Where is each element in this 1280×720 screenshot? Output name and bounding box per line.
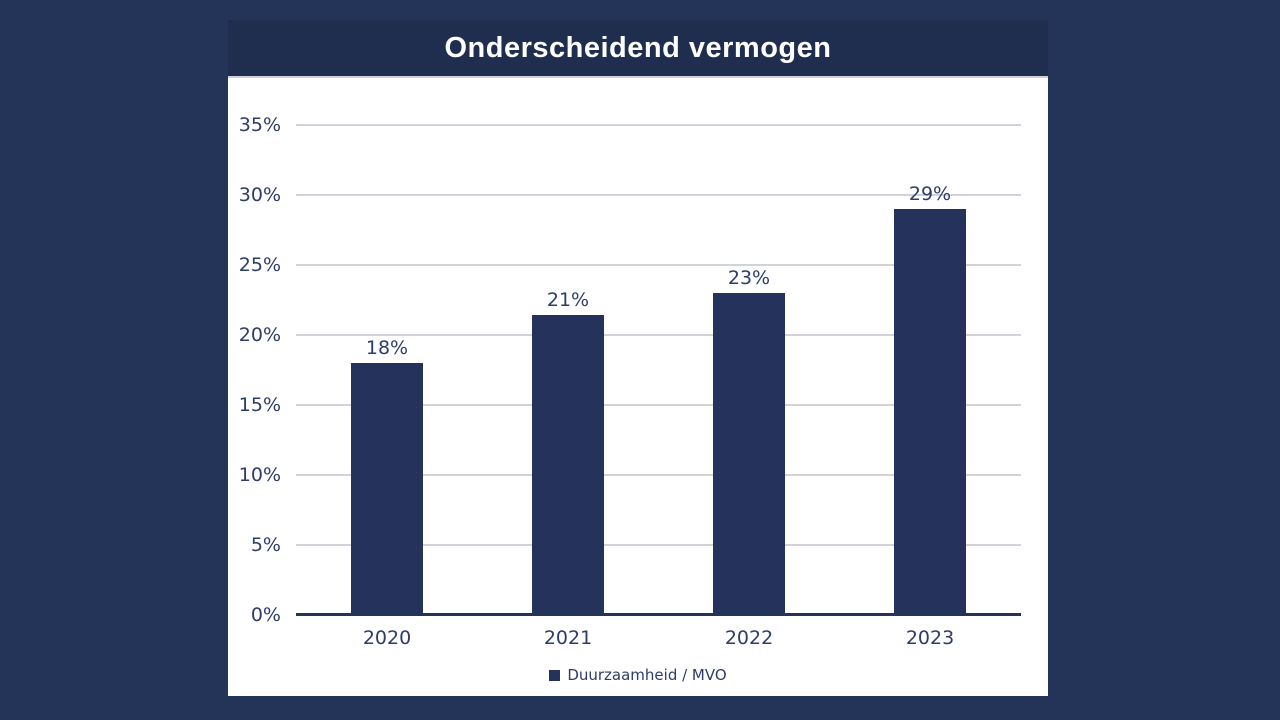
gridline — [296, 124, 1021, 126]
gridline — [296, 474, 1021, 476]
bar-2021 — [532, 315, 604, 615]
x-axis-tick-label: 2022 — [724, 627, 774, 649]
y-axis-tick-label: 20% — [238, 324, 281, 346]
y-axis-tick-label: 10% — [238, 464, 281, 486]
x-axis-line — [296, 613, 1021, 616]
y-axis-tick-label: 5% — [250, 534, 281, 556]
bar-2020 — [351, 363, 423, 615]
y-axis-tick-label: 25% — [238, 254, 281, 276]
y-axis-tick-label: 30% — [238, 184, 281, 206]
chart-title-band: Onderscheidend vermogen — [228, 20, 1048, 78]
chart-card: Onderscheidend vermogen Duurzaamheid / M… — [228, 20, 1048, 698]
chart-title: Onderscheidend vermogen — [444, 31, 832, 64]
bar-value-label: 18% — [365, 337, 409, 359]
bar-2023 — [894, 209, 966, 615]
gridline — [296, 404, 1021, 406]
gridline — [296, 544, 1021, 546]
gridline — [296, 264, 1021, 266]
legend-square-icon — [549, 669, 561, 681]
legend-label: Duurzaamheid / MVO — [567, 666, 727, 684]
bar-value-label: 29% — [908, 183, 952, 205]
bar-value-label: 21% — [546, 289, 590, 311]
chart-legend: Duurzaamheid / MVO — [228, 666, 1048, 684]
y-axis-tick-label: 15% — [238, 394, 281, 416]
x-axis-tick-label: 2020 — [362, 627, 412, 649]
chart-plot: Duurzaamheid / MVO 0% 5% 10% 15% 20% 25% 30% 35… — [228, 78, 1048, 696]
gridline — [296, 194, 1021, 196]
y-axis-tick-label: 0% — [250, 604, 281, 626]
bar-value-label: 23% — [727, 267, 771, 289]
gridline — [296, 334, 1021, 336]
x-axis-tick-label: 2021 — [543, 627, 593, 649]
y-axis-tick-label: 35% — [238, 114, 281, 136]
bar-2022 — [713, 293, 785, 615]
x-axis-tick-label: 2023 — [905, 627, 955, 649]
